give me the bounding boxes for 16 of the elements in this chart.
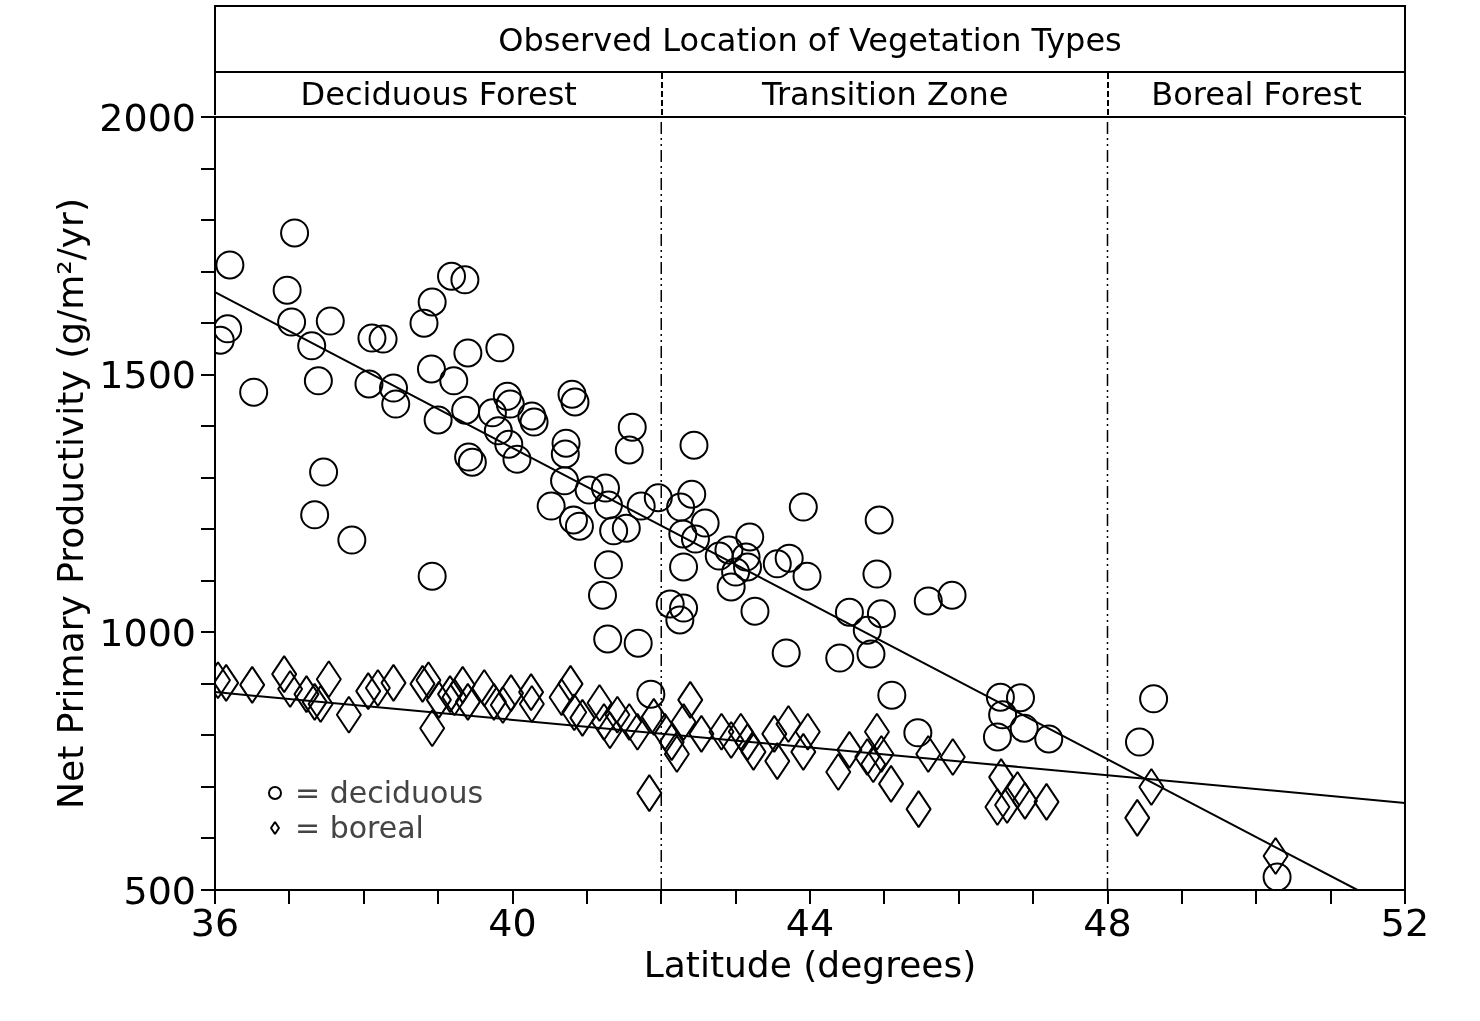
x-tick-label: 48 <box>1083 901 1132 945</box>
text: Deciduous Forest <box>299 74 578 115</box>
legend-label: = boreal <box>295 810 424 845</box>
y-tick-label: 1500 <box>99 353 197 398</box>
chart-title: Observed Location of Vegetation Types <box>216 7 1404 73</box>
x-tick-label: 36 <box>190 901 240 945</box>
legend-label: = deciduous <box>295 775 484 810</box>
x-tick-label: 40 <box>488 901 537 945</box>
text: Boreal Forest <box>1106 73 1404 115</box>
x-tick-label: 52 <box>1380 901 1430 945</box>
y-tick-label: 2000 <box>99 95 197 140</box>
y-tick-label: 1000 <box>99 610 197 655</box>
text: Transition Zone <box>661 73 1107 115</box>
x-axis-title: Latitude (degrees) <box>643 944 977 985</box>
y-axis-title: Net Primary Productivity (g/m²/yr) <box>50 198 92 809</box>
x-tick-label: 44 <box>785 901 835 945</box>
